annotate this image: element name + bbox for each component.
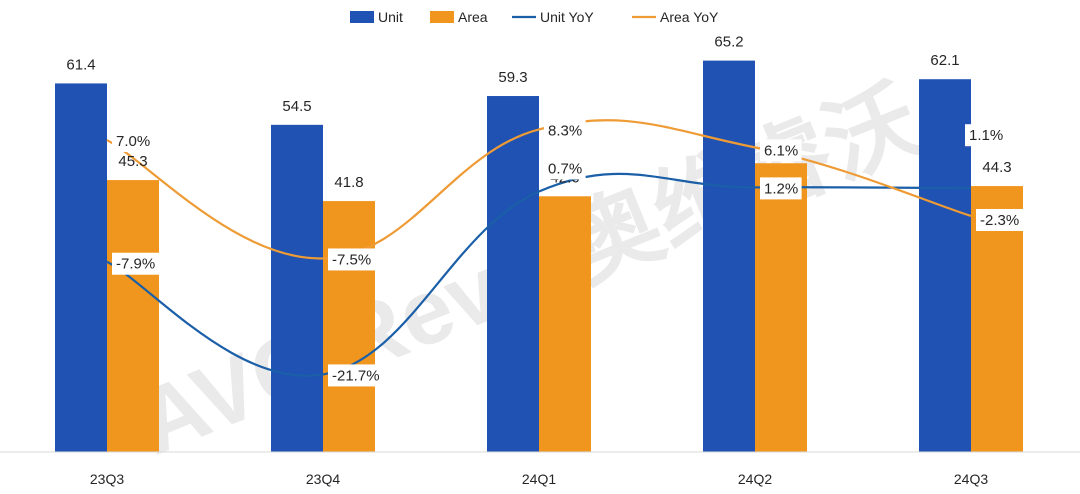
label-area-yoy-24Q1-text: 8.3%	[548, 122, 582, 139]
legend-swatch-area	[430, 11, 454, 23]
label-unit-24Q3: 62.1	[930, 52, 959, 69]
tick-label-24Q2: 24Q2	[738, 471, 772, 487]
bar-unit-23Q4	[271, 124, 323, 453]
label-unit-yoy-23Q3-bg	[112, 252, 162, 275]
label-area-yoy-24Q2-bg	[760, 139, 802, 162]
label-area-yoy-23Q4: -7.5%	[328, 248, 378, 271]
bar-area-23Q4	[323, 201, 375, 452]
label-area-yoy-24Q3-bg	[976, 208, 1026, 231]
label-unit-24Q1: 59.3	[498, 69, 527, 86]
tick-label-23Q3: 23Q3	[90, 471, 124, 487]
bar-area-24Q1	[539, 196, 591, 452]
label-unit-yoy-23Q3-text: -7.9%	[116, 256, 155, 273]
legend-label-area: Area	[458, 9, 488, 25]
bar-area-24Q2	[755, 163, 807, 452]
label-area-yoy-24Q1-bg	[544, 119, 586, 142]
label-area-yoy-23Q3-bg	[112, 130, 154, 153]
bar-unit-24Q1	[487, 96, 539, 453]
tick-label-23Q4: 23Q4	[306, 471, 340, 487]
label-area-24Q3: 44.3	[982, 159, 1011, 176]
tick-label-24Q3: 24Q3	[954, 471, 988, 487]
label-area-23Q3: 45.3	[118, 153, 147, 170]
label-unit-yoy-24Q2: 1.2%	[760, 177, 802, 200]
label-unit-yoy-24Q1-bg	[544, 157, 586, 180]
label-unit-23Q4: 54.5	[282, 98, 311, 115]
label-unit-yoy-24Q1: 0.7%	[544, 157, 586, 180]
label-unit-yoy-23Q3: -7.9%	[112, 252, 162, 275]
label-area-yoy-24Q2: 6.1%	[760, 139, 802, 162]
label-unit-yoy-24Q3-bg	[965, 124, 1007, 147]
label-unit-yoy-23Q4-text: -21.7%	[332, 367, 380, 384]
legend-label-unit-yoy: Unit YoY	[540, 9, 594, 25]
label-unit-yoy-24Q2-text: 1.2%	[764, 180, 798, 197]
bar-unit-24Q2	[703, 60, 755, 452]
label-unit-24Q2: 65.2	[714, 34, 743, 51]
line-area-yoy	[106, 119, 972, 260]
label-unit-yoy-24Q3: 1.1%	[965, 124, 1007, 147]
label-unit-yoy-23Q4: -21.7%	[328, 364, 387, 387]
label-area-yoy-23Q4-text: -7.5%	[332, 251, 371, 268]
label-unit-23Q3: 61.4	[66, 56, 95, 73]
bar-area-23Q3	[107, 180, 159, 453]
label-unit-yoy-23Q4-bg	[328, 364, 387, 387]
bar-unit-23Q3	[55, 83, 107, 452]
legend: Unit Area Unit YoY Area YoY	[350, 9, 719, 25]
label-area-yoy-24Q3: -2.3%	[976, 208, 1026, 231]
label-unit-yoy-24Q3-text: 1.1%	[969, 127, 1003, 144]
x-axis-ticks: 23Q3 23Q4 24Q1 24Q2 24Q3	[90, 471, 988, 487]
label-area-yoy-24Q1: 8.3%	[544, 119, 586, 142]
label-unit-yoy-24Q2-bg	[760, 177, 802, 200]
legend-label-unit: Unit	[378, 9, 403, 25]
label-unit-yoy-24Q1-text: 0.7%	[548, 160, 582, 177]
label-area-yoy-23Q3: 7.0%	[112, 130, 154, 153]
legend-label-area-yoy: Area YoY	[660, 9, 719, 25]
line-unit-yoy	[106, 172, 972, 377]
label-area-yoy-23Q3-text: 7.0%	[116, 133, 150, 150]
tick-label-24Q1: 24Q1	[522, 471, 556, 487]
legend-swatch-unit	[350, 11, 374, 23]
label-area-yoy-24Q2-text: 6.1%	[764, 142, 798, 159]
bars	[55, 60, 1023, 453]
label-area-yoy-23Q4-bg	[328, 248, 378, 271]
data-labels: 61.445.354.541.859.342.665.248.162.144.3…	[66, 34, 1026, 387]
yoy-lines	[106, 119, 972, 377]
label-area-yoy-24Q3-text: -2.3%	[980, 212, 1019, 229]
label-area-23Q4: 41.8	[334, 174, 363, 191]
bar-unit-24Q3	[919, 79, 971, 453]
